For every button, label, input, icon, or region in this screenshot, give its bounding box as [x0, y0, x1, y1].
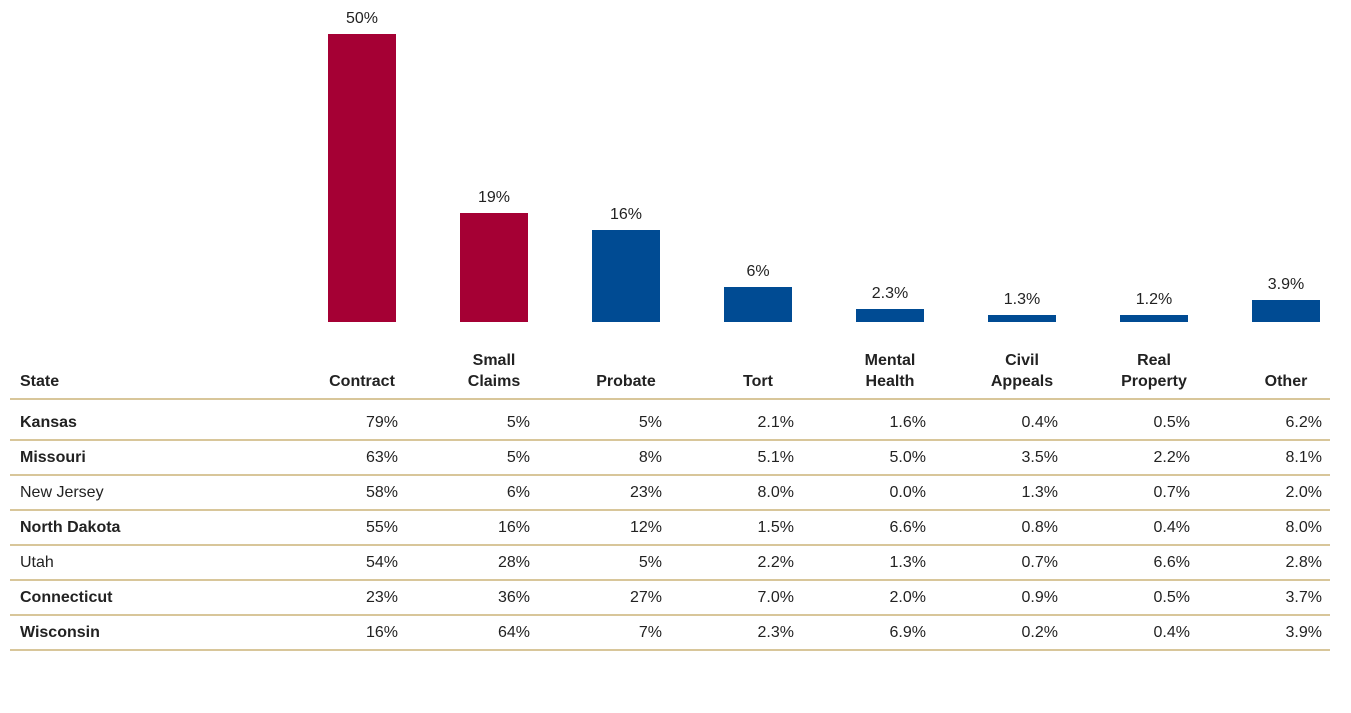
- table-cell: 5%: [506, 449, 530, 466]
- table-cell: 54%: [365, 554, 398, 571]
- table-cell: 36%: [497, 589, 530, 606]
- table-cell: 6.6%: [889, 519, 926, 536]
- table-cell: 7%: [638, 624, 662, 641]
- row-rule: [10, 579, 1330, 581]
- column-header: Contract: [329, 373, 395, 390]
- header-rule: [10, 398, 1330, 400]
- column-header: Mental Health: [864, 352, 916, 390]
- table-cell: 2.2%: [1153, 449, 1190, 466]
- table-cell: 64%: [497, 624, 530, 641]
- table-cell: 6.9%: [889, 624, 926, 641]
- state-name: North Dakota: [20, 519, 121, 536]
- value-label: 16%: [609, 205, 643, 223]
- table-cell: 1.5%: [757, 519, 794, 536]
- table-cell: 2.0%: [889, 589, 926, 606]
- table-cell: 3.5%: [1021, 449, 1058, 466]
- table-cell: 2.2%: [757, 554, 794, 571]
- table-cell: 23%: [365, 589, 398, 606]
- table-cell: 5%: [506, 414, 530, 431]
- table-cell: 3.9%: [1285, 624, 1322, 641]
- value-label: 6%: [746, 263, 770, 281]
- table-cell: 7.0%: [757, 589, 794, 606]
- bar: [460, 212, 528, 322]
- table-cell: 2.1%: [757, 414, 794, 431]
- value-label: 50%: [345, 10, 379, 27]
- table-cell: 8%: [638, 449, 662, 466]
- bar: [1120, 315, 1188, 322]
- table-cell: 27%: [629, 589, 662, 606]
- table-cell: 8.0%: [1285, 519, 1322, 536]
- table-cell: 0.7%: [1021, 554, 1058, 571]
- row-rule: [10, 649, 1330, 651]
- column-header: Real Property: [1121, 352, 1187, 390]
- table-cell: 5%: [638, 554, 662, 571]
- value-label: 1.3%: [1003, 290, 1041, 308]
- table-cell: 5%: [638, 414, 662, 431]
- table-cell: 1.3%: [889, 554, 926, 571]
- table-cell: 79%: [365, 414, 398, 431]
- table-cell: 2.0%: [1285, 484, 1322, 501]
- table-cell: 0.4%: [1153, 519, 1190, 536]
- table-cell: 2.3%: [757, 624, 794, 641]
- table-cell: 0.7%: [1153, 484, 1190, 501]
- table-cell: 16%: [497, 519, 530, 536]
- row-rule: [10, 439, 1330, 441]
- table-cell: 0.8%: [1021, 519, 1058, 536]
- table-cell: 12%: [629, 519, 662, 536]
- header-cell: State: [20, 373, 60, 390]
- table-cell: 28%: [497, 554, 530, 571]
- table-cell: 58%: [365, 484, 398, 501]
- column-header: Other: [1264, 373, 1308, 390]
- table-cell: 6.6%: [1153, 554, 1190, 571]
- column-header: Small Claims: [467, 352, 521, 390]
- column-header: Probate: [596, 373, 656, 390]
- column-header: Civil Appeals: [990, 352, 1054, 390]
- state-name: New Jersey: [20, 484, 104, 501]
- state-name: Missouri: [20, 449, 86, 466]
- table-cell: 23%: [629, 484, 662, 501]
- table-cell: 8.0%: [757, 484, 794, 501]
- value-label: 19%: [477, 188, 511, 206]
- table-cell: 0.2%: [1021, 624, 1058, 641]
- table-cell: 16%: [365, 624, 398, 641]
- state-name: Utah: [20, 554, 54, 571]
- table-cell: 1.3%: [1021, 484, 1058, 501]
- row-rule: [10, 614, 1330, 616]
- value-label: 2.3%: [871, 284, 909, 302]
- value-label: 1.2%: [1135, 291, 1173, 309]
- state-name: Wisconsin: [20, 624, 100, 641]
- table-cell: 0.0%: [889, 484, 926, 501]
- table-cell: 8.1%: [1285, 449, 1322, 466]
- table-cell: 63%: [365, 449, 398, 466]
- table-cell: 0.4%: [1021, 414, 1058, 431]
- table-cell: 3.7%: [1285, 589, 1322, 606]
- bar: [328, 34, 396, 322]
- table-cell: 2.8%: [1285, 554, 1322, 571]
- table-cell: 55%: [365, 519, 398, 536]
- table-cell: 5.1%: [757, 449, 794, 466]
- row-rule: [10, 509, 1330, 511]
- table-cell: 5.0%: [889, 449, 926, 466]
- table-cell: 6.2%: [1285, 414, 1322, 431]
- table-cell: 1.6%: [889, 414, 926, 431]
- column-header: Tort: [743, 373, 773, 390]
- bar: [856, 308, 924, 322]
- state-name: Kansas: [20, 414, 77, 431]
- state-name: Connecticut: [20, 589, 113, 606]
- table-cell: 0.4%: [1153, 624, 1190, 641]
- table-cell: 0.5%: [1153, 414, 1190, 431]
- bar: [988, 314, 1056, 322]
- table-cell: 0.5%: [1153, 589, 1190, 606]
- row-rule: [10, 544, 1330, 546]
- row-rule: [10, 474, 1330, 476]
- bar: [724, 287, 792, 322]
- value-label: 3.9%: [1267, 275, 1305, 293]
- bar: [592, 229, 660, 322]
- table-cell: 6%: [506, 484, 530, 501]
- bar: [1252, 299, 1320, 322]
- table-cell: 0.9%: [1021, 589, 1058, 606]
